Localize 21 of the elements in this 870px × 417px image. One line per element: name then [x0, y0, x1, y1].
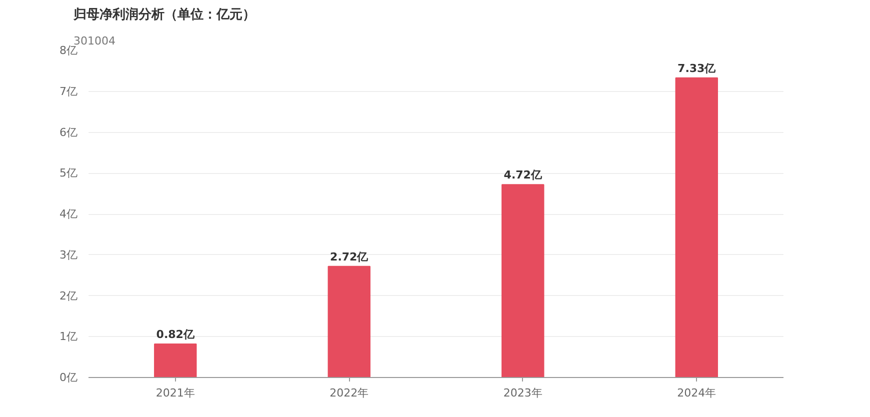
bar	[154, 343, 197, 378]
y-tick-label: 7亿	[60, 84, 78, 98]
bar	[328, 266, 370, 378]
y-tick-label: 4亿	[60, 208, 78, 220]
y-tick-label: 6亿	[60, 126, 78, 139]
bar	[502, 184, 544, 378]
data-label: 4.72亿	[504, 168, 543, 182]
chart-title: 归母净利润分析（单位：亿元）	[72, 6, 256, 22]
data-label: 7.33亿	[678, 62, 717, 75]
data-label: 2.72亿	[330, 250, 370, 264]
y-tick-label: 3亿	[60, 248, 78, 262]
x-tick-label: 2024年	[677, 386, 716, 400]
y-tick-label: 2亿	[60, 289, 78, 302]
bar	[675, 77, 718, 378]
data-label: 0.82亿	[156, 328, 196, 341]
x-tick-label: 2023年	[503, 386, 542, 400]
y-tick-label: 1亿	[60, 330, 78, 344]
x-tick-label: 2022年	[330, 386, 369, 400]
y-tick-label: 5亿	[60, 166, 78, 180]
x-tick-label: 2021年	[156, 386, 195, 400]
y-tick-label: 0亿	[60, 371, 78, 384]
